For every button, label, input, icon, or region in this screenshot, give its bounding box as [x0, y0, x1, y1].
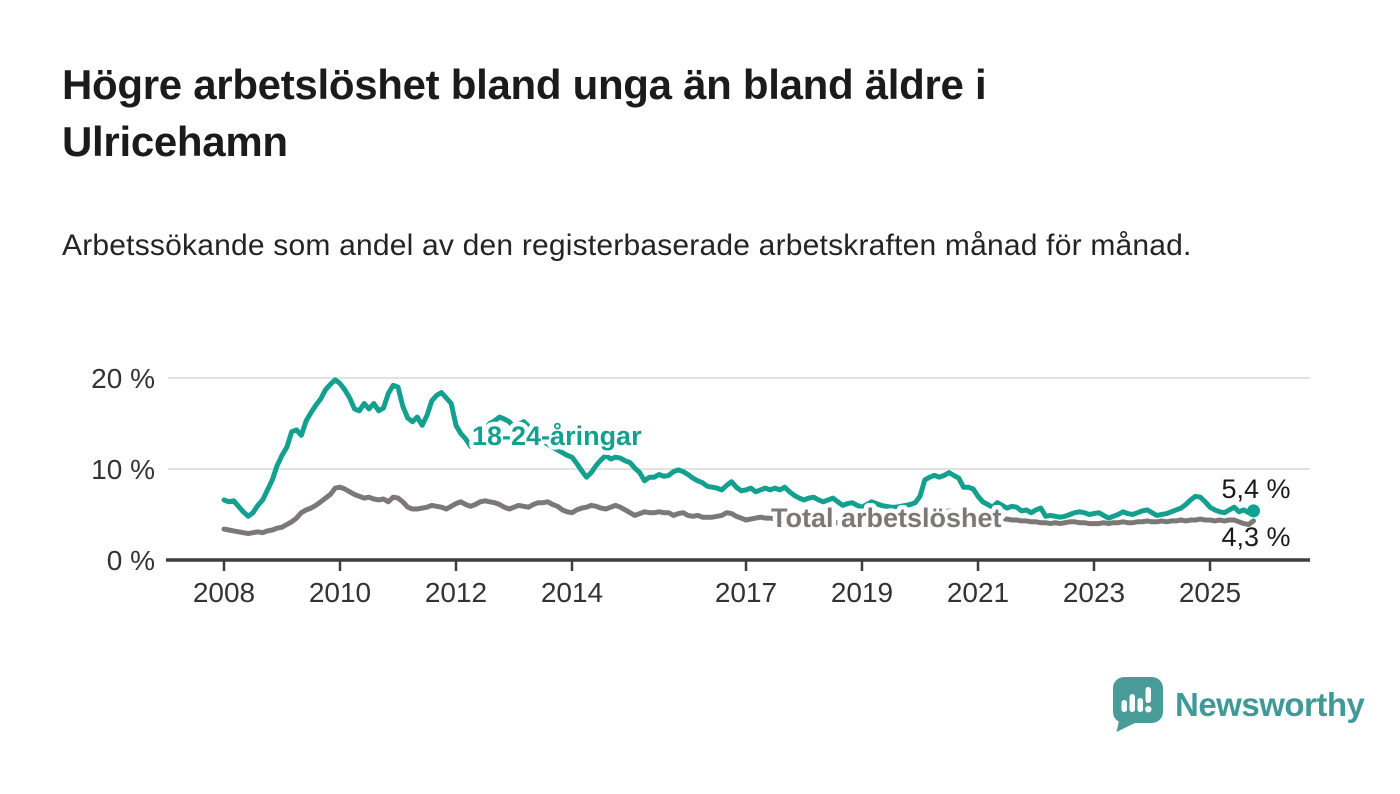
x-tick-label: 2010 — [309, 577, 371, 608]
line-chart: 0 % 10 % 20 % 2008 2010 2012 2014 2017 2019 2021… — [91, 363, 1310, 608]
page-subtitle: Arbetssökande som andel av den registerb… — [62, 229, 1192, 262]
x-tick-label: 2021 — [947, 577, 1009, 608]
y-axis-labels: 0 % 10 % 20 % — [91, 363, 155, 576]
gridlines — [168, 377, 1310, 470]
y-tick-label: 0 % — [107, 545, 155, 576]
series-line-total — [221, 484, 1256, 537]
page-title: Högre arbetslöshet bland unga än bland ä… — [62, 61, 987, 166]
x-tick-label: 2025 — [1179, 577, 1241, 608]
series-label-youth: 18-24-åringar — [472, 421, 642, 451]
newsworthy-logo: Newsworthy — [1112, 676, 1365, 734]
x-tick-label: 2023 — [1063, 577, 1125, 608]
x-tick-label: 2012 — [425, 577, 487, 608]
newsworthy-logo-text: Newsworthy — [1175, 686, 1365, 723]
y-tick-label: 20 % — [91, 363, 155, 394]
x-tick-label: 2008 — [193, 577, 255, 608]
series-line-youth — [221, 377, 1256, 521]
x-tick-label: 2017 — [715, 577, 777, 608]
x-axis-ticks: 2008 2010 2012 2014 2017 2019 2021 2023 2025 — [193, 560, 1241, 608]
newsworthy-logo-icon — [1113, 677, 1163, 732]
end-value-youth: 5,4 % — [1221, 474, 1290, 504]
series-label-total: Total arbetslöshet — [771, 503, 1002, 533]
series-end-dot — [1247, 504, 1260, 518]
y-tick-label: 10 % — [91, 454, 155, 485]
end-value-total: 4,3 % — [1221, 522, 1290, 552]
x-tick-label: 2019 — [831, 577, 893, 608]
x-tick-label: 2014 — [541, 577, 603, 608]
